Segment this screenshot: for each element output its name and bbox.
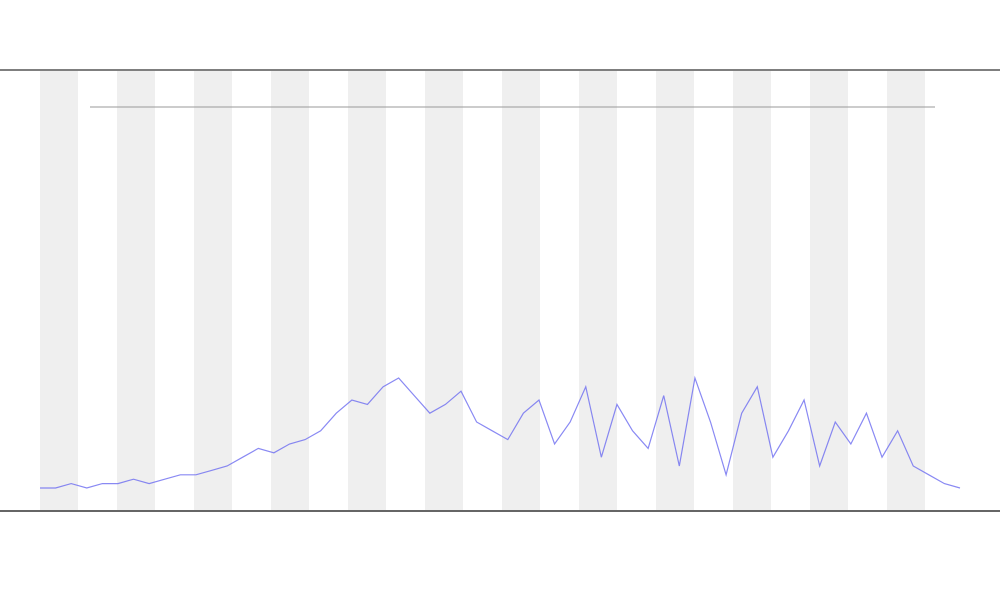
shade-band: [810, 71, 848, 510]
shade-band: [733, 71, 771, 510]
shade-band: [194, 71, 232, 510]
shade-band: [887, 71, 925, 510]
background-bands: [40, 71, 925, 510]
shade-band: [656, 71, 694, 510]
shade-band: [40, 71, 78, 510]
shade-band: [117, 71, 155, 510]
shade-band: [271, 71, 309, 510]
shade-band: [348, 71, 386, 510]
data-line: [40, 375, 961, 489]
shade-band: [425, 71, 463, 510]
shade-band: [579, 71, 617, 510]
shade-band: [502, 71, 540, 510]
